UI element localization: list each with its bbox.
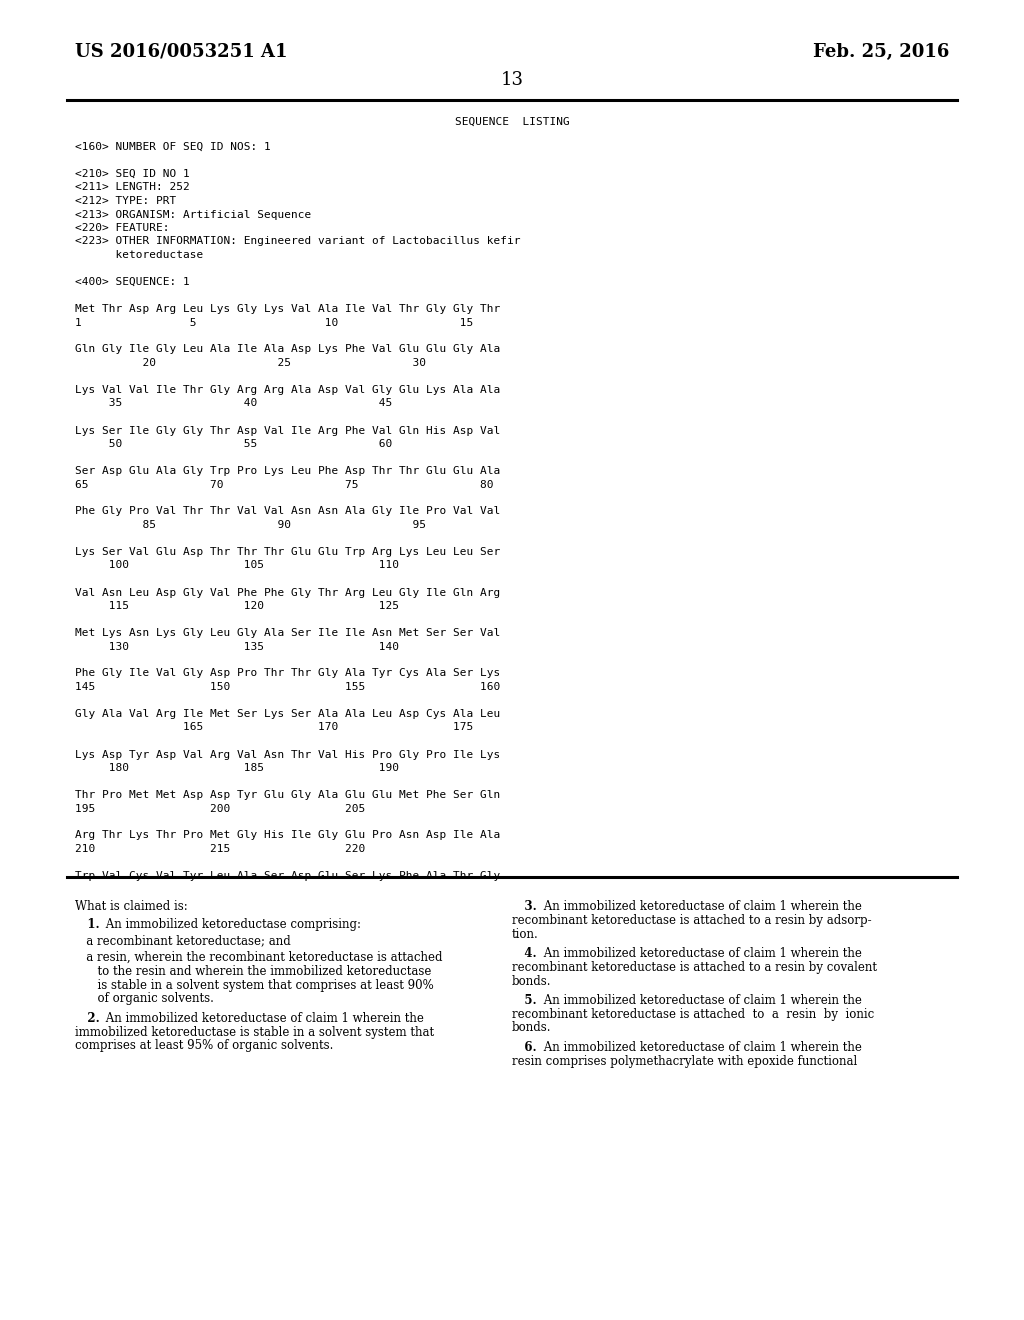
Text: Thr Pro Met Met Asp Asp Tyr Glu Gly Ala Glu Glu Met Phe Ser Gln: Thr Pro Met Met Asp Asp Tyr Glu Gly Ala …: [75, 789, 501, 800]
Text: 210                 215                 220: 210 215 220: [75, 843, 366, 854]
Text: 2.: 2.: [75, 1011, 99, 1024]
Text: 5.: 5.: [512, 994, 537, 1007]
Text: Phe Gly Pro Val Thr Thr Val Val Asn Asn Ala Gly Ile Pro Val Val: Phe Gly Pro Val Thr Thr Val Val Asn Asn …: [75, 507, 501, 516]
Text: Lys Ser Ile Gly Gly Thr Asp Val Ile Arg Phe Val Gln His Asp Val: Lys Ser Ile Gly Gly Thr Asp Val Ile Arg …: [75, 425, 501, 436]
Text: What is claimed is:: What is claimed is:: [75, 900, 187, 913]
Text: bonds.: bonds.: [512, 1022, 552, 1035]
Text: <220> FEATURE:: <220> FEATURE:: [75, 223, 170, 234]
Text: recombinant ketoreductase is attached to a resin by covalent: recombinant ketoreductase is attached to…: [512, 961, 877, 974]
Text: 85                  90                  95: 85 90 95: [75, 520, 426, 531]
Text: An immobilized ketoreductase of claim 1 wherein the: An immobilized ketoreductase of claim 1 …: [102, 1011, 424, 1024]
Text: 35                  40                  45: 35 40 45: [75, 399, 392, 408]
Text: ketoreductase: ketoreductase: [75, 249, 203, 260]
Text: <223> OTHER INFORMATION: Engineered variant of Lactobacillus kefir: <223> OTHER INFORMATION: Engineered vari…: [75, 236, 520, 247]
Text: 13: 13: [501, 71, 523, 88]
Text: Arg Thr Lys Thr Pro Met Gly His Ile Gly Glu Pro Asn Asp Ile Ala: Arg Thr Lys Thr Pro Met Gly His Ile Gly …: [75, 830, 501, 841]
Text: Lys Asp Tyr Asp Val Arg Val Asn Thr Val His Pro Gly Pro Ile Lys: Lys Asp Tyr Asp Val Arg Val Asn Thr Val …: [75, 750, 501, 759]
Text: 180                 185                 190: 180 185 190: [75, 763, 399, 774]
Text: 145                 150                 155                 160: 145 150 155 160: [75, 682, 501, 692]
Text: An immobilized ketoreductase of claim 1 wherein the: An immobilized ketoreductase of claim 1 …: [540, 900, 861, 913]
Text: An immobilized ketoreductase of claim 1 wherein the: An immobilized ketoreductase of claim 1 …: [540, 946, 861, 960]
Text: Gly Ala Val Arg Ile Met Ser Lys Ser Ala Ala Leu Asp Cys Ala Leu: Gly Ala Val Arg Ile Met Ser Lys Ser Ala …: [75, 709, 501, 719]
Text: Val Asn Leu Asp Gly Val Phe Phe Gly Thr Arg Leu Gly Ile Gln Arg: Val Asn Leu Asp Gly Val Phe Phe Gly Thr …: [75, 587, 501, 598]
Text: <210> SEQ ID NO 1: <210> SEQ ID NO 1: [75, 169, 189, 180]
Text: US 2016/0053251 A1: US 2016/0053251 A1: [75, 44, 288, 61]
Text: recombinant ketoreductase is attached to a resin by adsorp-: recombinant ketoreductase is attached to…: [512, 913, 871, 927]
Text: of organic solvents.: of organic solvents.: [75, 993, 214, 1006]
Text: <400> SEQUENCE: 1: <400> SEQUENCE: 1: [75, 277, 189, 286]
Text: An immobilized ketoreductase of claim 1 wherein the: An immobilized ketoreductase of claim 1 …: [540, 994, 861, 1007]
Text: Met Lys Asn Lys Gly Leu Gly Ala Ser Ile Ile Asn Met Ser Ser Val: Met Lys Asn Lys Gly Leu Gly Ala Ser Ile …: [75, 628, 501, 638]
Text: a resin, wherein the recombinant ketoreductase is attached: a resin, wherein the recombinant ketored…: [75, 950, 442, 964]
Text: a recombinant ketoreductase; and: a recombinant ketoreductase; and: [75, 935, 291, 948]
Text: 195                 200                 205: 195 200 205: [75, 804, 366, 813]
Text: 50                  55                  60: 50 55 60: [75, 440, 392, 449]
Text: Lys Val Val Ile Thr Gly Arg Arg Ala Asp Val Gly Glu Lys Ala Ala: Lys Val Val Ile Thr Gly Arg Arg Ala Asp …: [75, 385, 501, 395]
Text: 115                 120                 125: 115 120 125: [75, 601, 399, 611]
Text: tion.: tion.: [512, 928, 539, 941]
Text: Lys Ser Val Glu Asp Thr Thr Thr Glu Glu Trp Arg Lys Leu Leu Ser: Lys Ser Val Glu Asp Thr Thr Thr Glu Glu …: [75, 546, 501, 557]
Text: 3.: 3.: [512, 900, 537, 913]
Text: <160> NUMBER OF SEQ ID NOS: 1: <160> NUMBER OF SEQ ID NOS: 1: [75, 143, 270, 152]
Text: <211> LENGTH: 252: <211> LENGTH: 252: [75, 182, 189, 193]
Text: recombinant ketoreductase is attached  to  a  resin  by  ionic: recombinant ketoreductase is attached to…: [512, 1007, 874, 1020]
Text: An immobilized ketoreductase comprising:: An immobilized ketoreductase comprising:: [102, 917, 361, 931]
Text: Feb. 25, 2016: Feb. 25, 2016: [813, 44, 949, 61]
Text: immobilized ketoreductase is stable in a solvent system that: immobilized ketoreductase is stable in a…: [75, 1026, 434, 1039]
Text: 65                  70                  75                  80: 65 70 75 80: [75, 479, 494, 490]
Text: bonds.: bonds.: [512, 974, 552, 987]
Text: 6.: 6.: [512, 1040, 537, 1053]
Text: resin comprises polymethacrylate with epoxide functional: resin comprises polymethacrylate with ep…: [512, 1055, 857, 1068]
Text: Met Thr Asp Arg Leu Lys Gly Lys Val Ala Ile Val Thr Gly Gly Thr: Met Thr Asp Arg Leu Lys Gly Lys Val Ala …: [75, 304, 501, 314]
Text: Ser Asp Glu Ala Gly Trp Pro Lys Leu Phe Asp Thr Thr Glu Glu Ala: Ser Asp Glu Ala Gly Trp Pro Lys Leu Phe …: [75, 466, 501, 477]
Text: is stable in a solvent system that comprises at least 90%: is stable in a solvent system that compr…: [75, 978, 434, 991]
Text: Trp Val Cys Val Tyr Leu Ala Ser Asp Glu Ser Lys Phe Ala Thr Gly: Trp Val Cys Val Tyr Leu Ala Ser Asp Glu …: [75, 871, 501, 880]
Text: 20                  25                  30: 20 25 30: [75, 358, 426, 368]
Text: An immobilized ketoreductase of claim 1 wherein the: An immobilized ketoreductase of claim 1 …: [540, 1040, 861, 1053]
Text: 130                 135                 140: 130 135 140: [75, 642, 399, 652]
Text: 165                 170                 175: 165 170 175: [75, 722, 473, 733]
Text: 1.: 1.: [75, 917, 99, 931]
Text: <212> TYPE: PRT: <212> TYPE: PRT: [75, 195, 176, 206]
Text: comprises at least 95% of organic solvents.: comprises at least 95% of organic solven…: [75, 1039, 334, 1052]
Text: to the resin and wherein the immobilized ketoreductase: to the resin and wherein the immobilized…: [75, 965, 431, 978]
Text: <213> ORGANISM: Artificial Sequence: <213> ORGANISM: Artificial Sequence: [75, 210, 311, 219]
Text: Gln Gly Ile Gly Leu Ala Ile Ala Asp Lys Phe Val Glu Glu Gly Ala: Gln Gly Ile Gly Leu Ala Ile Ala Asp Lys …: [75, 345, 501, 355]
Text: 100                 105                 110: 100 105 110: [75, 561, 399, 570]
Text: 1                5                   10                  15: 1 5 10 15: [75, 318, 473, 327]
Text: SEQUENCE  LISTING: SEQUENCE LISTING: [455, 117, 569, 127]
Text: 4.: 4.: [512, 946, 537, 960]
Text: Phe Gly Ile Val Gly Asp Pro Thr Thr Gly Ala Tyr Cys Ala Ser Lys: Phe Gly Ile Val Gly Asp Pro Thr Thr Gly …: [75, 668, 501, 678]
